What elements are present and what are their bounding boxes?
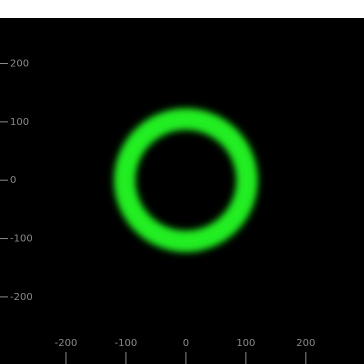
plot-background xyxy=(0,18,364,364)
y-tick-label: -100 xyxy=(10,234,33,245)
y-tick-label: 100 xyxy=(10,117,29,128)
chart: 200 100 0 -100 -200 -200 -100 0 100 200 xyxy=(0,0,364,364)
x-tick-label: 0 xyxy=(183,338,189,349)
y-tick-label: 0 xyxy=(10,175,16,186)
y-tick-label: 200 xyxy=(10,59,29,70)
x-tick-label: -100 xyxy=(115,338,138,349)
x-tick-label: 200 xyxy=(296,338,315,349)
page: {"chart_data": {"type": "ring", "xlim": … xyxy=(0,0,364,364)
y-tick-label: -200 xyxy=(10,292,33,303)
x-tick-label: 100 xyxy=(236,338,255,349)
x-tick-label: -200 xyxy=(55,338,78,349)
